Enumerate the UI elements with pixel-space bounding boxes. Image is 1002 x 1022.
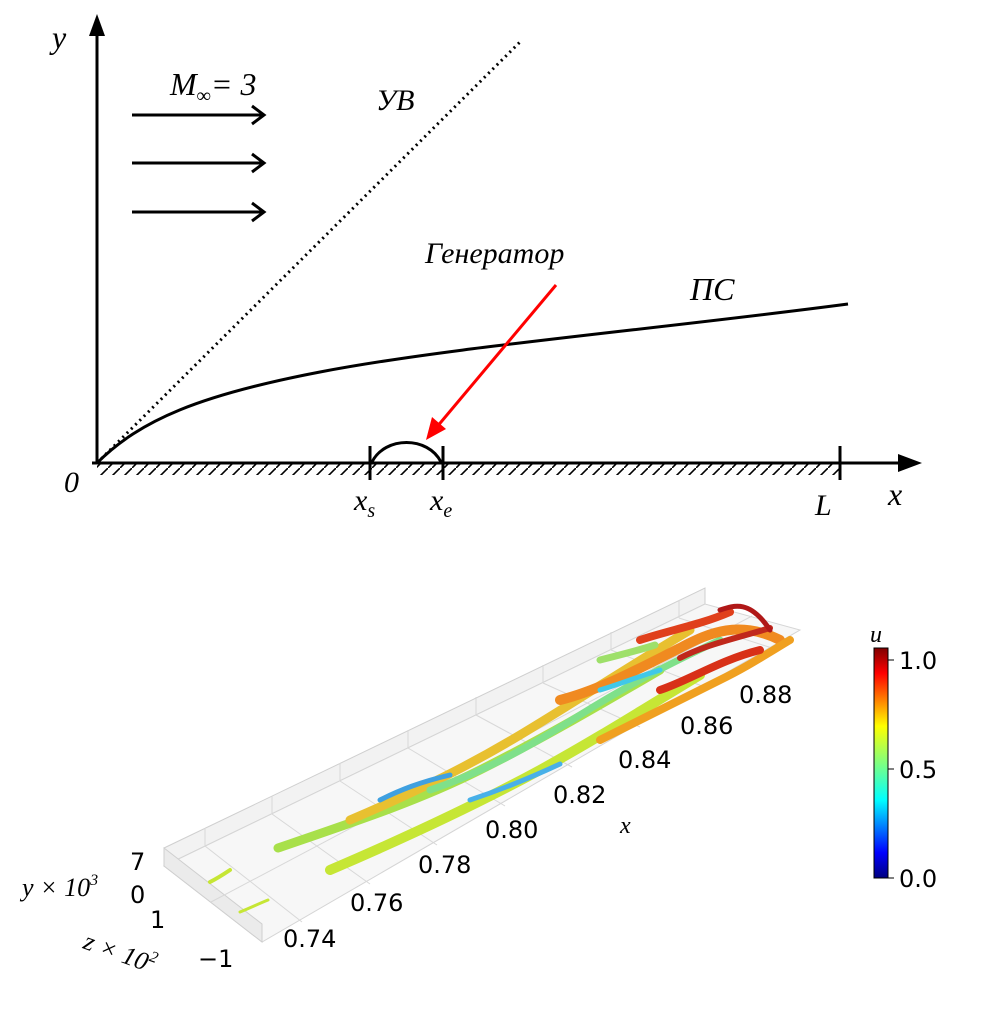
mach-number-label: M∞= 3	[169, 66, 257, 107]
xe-label: xe	[429, 484, 452, 522]
x-axis-label: x	[887, 476, 902, 512]
x-axis	[92, 454, 922, 472]
colorbar-title: u	[870, 622, 882, 648]
y-axis-label: y	[49, 19, 67, 55]
origin-label: 0	[64, 466, 79, 499]
y-tick-label: 7	[130, 848, 145, 876]
shock-wave-label: УВ	[376, 84, 415, 117]
x-tick-label: 0.80	[485, 816, 538, 844]
x-tick-label: 0.86	[680, 712, 733, 740]
vortex-isosurfaces	[208, 603, 794, 914]
x-tick-label: 0.78	[418, 851, 471, 879]
freestream-arrows	[132, 104, 267, 223]
generator-label: Генератор	[424, 237, 564, 270]
x-tick-label: 0.82	[553, 781, 606, 809]
colorbar-tick-label: 0.0	[899, 865, 937, 893]
x-axis-ticks: 0.74 0.76 0.78 0.80 0.82 0.84 0.86 0.88	[283, 681, 792, 953]
z-axis-title: z × 102	[79, 925, 160, 979]
boundary-layer-label: ПС	[689, 271, 735, 307]
shock-wave-line	[95, 38, 524, 465]
y-tick-label: 0	[130, 881, 145, 909]
x-tick-label: 0.88	[739, 681, 792, 709]
length-label: L	[814, 489, 832, 522]
wall-hatching	[97, 464, 840, 475]
y-axis	[89, 14, 105, 463]
x-tick-label: 0.84	[618, 746, 671, 774]
xs-label: xs	[353, 484, 375, 522]
side-pane	[163, 846, 263, 944]
colorbar	[873, 647, 894, 879]
x-tick-label: 0.74	[283, 925, 336, 953]
colorbar-tick-label: 0.5	[899, 756, 937, 784]
y-axis-title: y × 103	[19, 872, 98, 902]
x-axis-title: x	[619, 813, 631, 839]
z-tick-label: −1	[198, 945, 233, 973]
generator-pointer-arrow	[426, 284, 558, 440]
x-tick-label: 0.76	[350, 889, 403, 917]
colorbar-tick-label: 1.0	[899, 647, 937, 675]
flow-schematic: y x 0 M∞= 3 УВ ПС	[49, 14, 922, 522]
generator-bump	[368, 441, 842, 480]
z-tick-label: 1	[150, 906, 165, 934]
boundary-layer-curve	[95, 302, 849, 465]
vortex-3d-plot: 0.74 0.76 0.78 0.80 0.82 0.84 0.86 0.88 …	[19, 587, 937, 979]
